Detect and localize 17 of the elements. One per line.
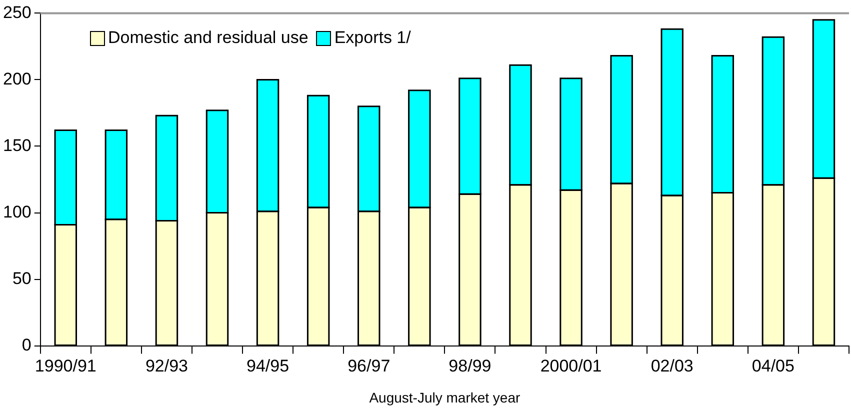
legend-label: Domestic and residual use	[108, 28, 308, 48]
x-tick-label: 04/05	[752, 356, 794, 376]
y-tick-label: 50	[12, 268, 32, 288]
legend-label: Exports 1/	[334, 28, 411, 48]
x-tick-label: 92/93	[145, 356, 188, 376]
y-tick-label: 100	[2, 202, 32, 222]
y-tick-label: 250	[2, 2, 32, 22]
y-tick-label: 200	[2, 69, 32, 88]
x-tick-label: 02/03	[650, 356, 694, 376]
x-tick-label: 1990/91	[34, 356, 96, 376]
x-axis-title: August-July market year	[369, 389, 520, 406]
x-tick-label: 96/97	[348, 356, 390, 376]
x-tick-label: 98/99	[448, 356, 492, 376]
x-tick-label: 94/95	[246, 356, 290, 376]
y-tick-label: 0	[22, 335, 32, 354]
x-tick-label: 2000/01	[540, 356, 602, 376]
y-tick-label: 150	[2, 136, 32, 155]
